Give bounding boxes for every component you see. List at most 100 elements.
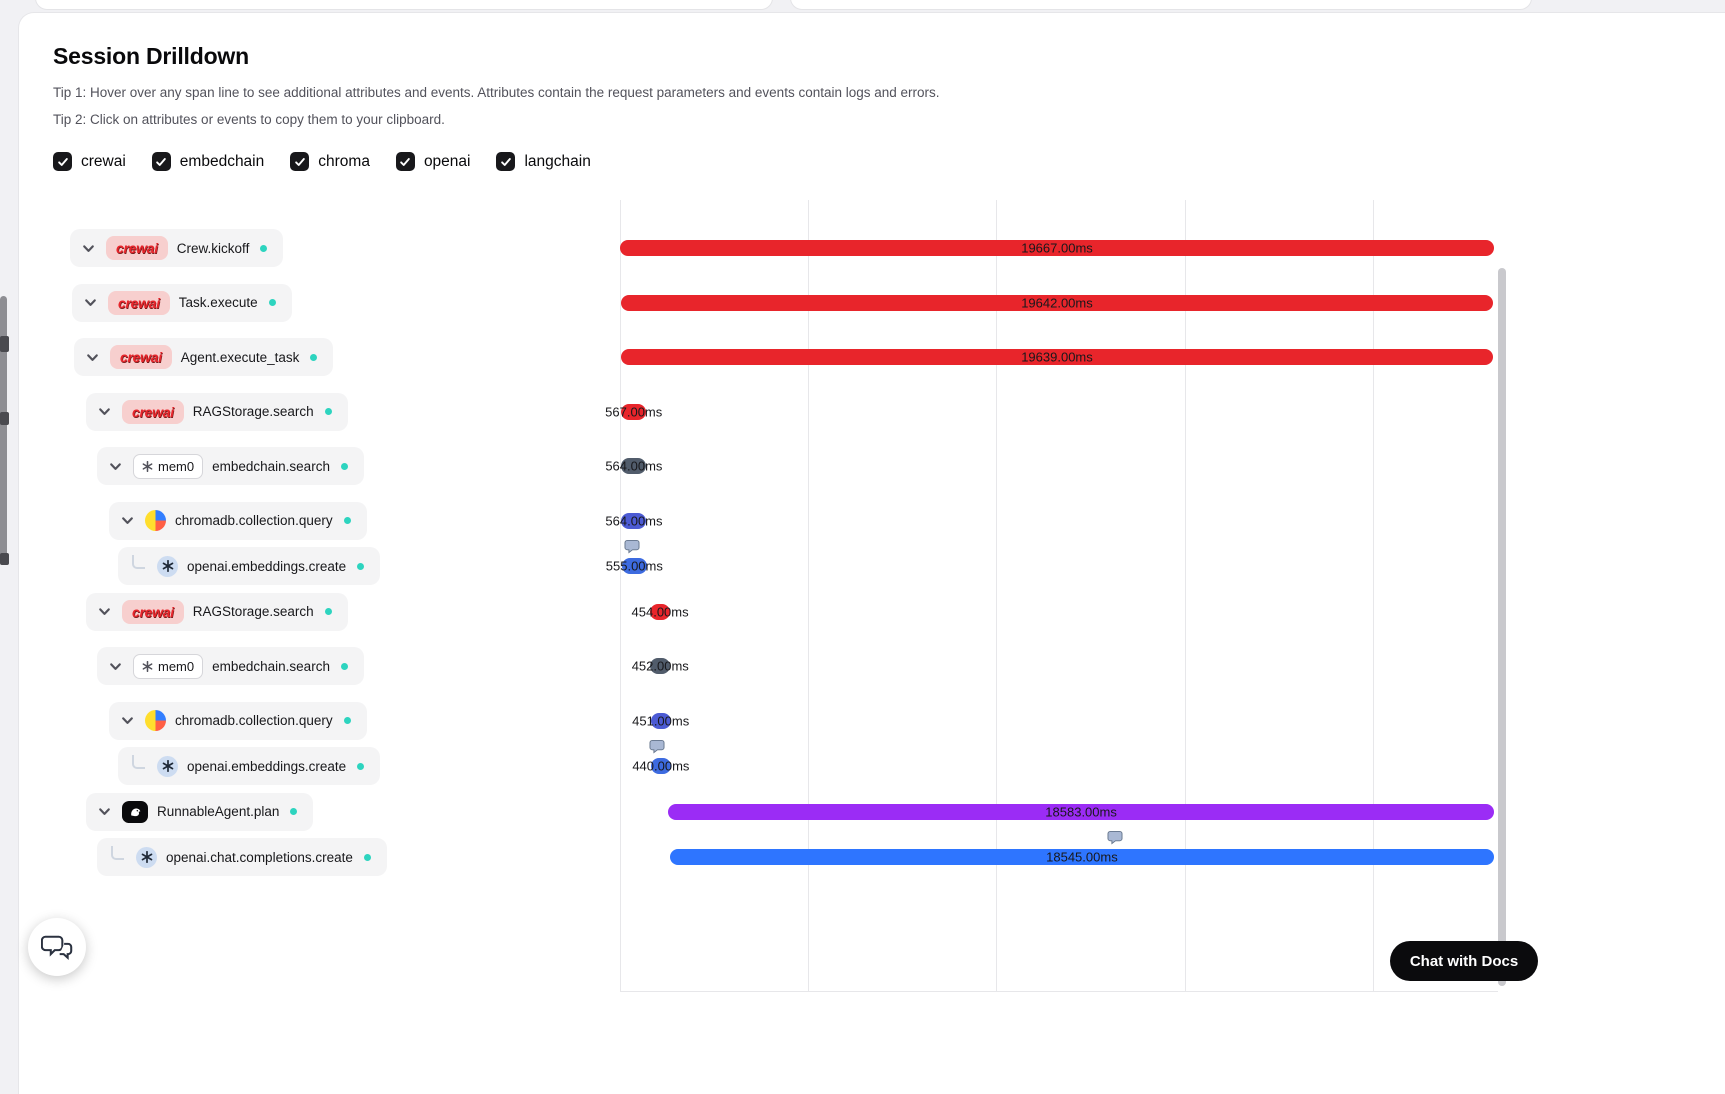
chat-bubbles-icon xyxy=(41,933,73,961)
checkbox-langchain-checked[interactable] xyxy=(496,152,516,171)
page-scrollbar[interactable] xyxy=(0,296,7,564)
filter-label: crewai xyxy=(81,152,126,170)
crewai-logo-badge: crewai xyxy=(110,345,172,369)
expand-chevron-icon[interactable] xyxy=(118,512,136,530)
checkbox-embedchain-checked[interactable] xyxy=(151,152,171,171)
span-label[interactable]: crewai Agent.execute_task xyxy=(74,338,334,376)
gridline xyxy=(996,200,997,991)
filter-label: langchain xyxy=(524,152,591,170)
span-name: embedchain.search xyxy=(212,658,330,674)
event-bubble-icon[interactable] xyxy=(649,739,665,754)
span-duration-bar[interactable]: 18545.00ms xyxy=(669,830,1494,865)
filter-label: openai xyxy=(423,152,471,170)
span-duration-bar[interactable]: 19639.00ms xyxy=(620,349,1494,365)
trace-row: openai.embeddings.create 555.00ms xyxy=(0,539,1725,586)
span-duration-bar[interactable]: 19667.00ms xyxy=(620,240,1494,256)
chat-launcher-button[interactable] xyxy=(28,918,86,976)
crewai-logo-text: crewai xyxy=(116,240,158,256)
crewai-logo-text: crewai xyxy=(120,349,162,365)
span-duration-label: 555.00ms xyxy=(605,558,663,574)
chat-with-docs-button[interactable]: Chat with Docs xyxy=(1390,941,1538,981)
chart-scrollbar[interactable] xyxy=(1498,268,1506,986)
filter-bar: crewai embedchain chroma openai langchain xyxy=(53,152,591,171)
mem0-badge: mem0 xyxy=(133,453,204,479)
filter-chroma[interactable]: chroma xyxy=(290,152,370,171)
span-duration-bar[interactable]: 452.00ms xyxy=(632,658,689,674)
left-edge-artifact xyxy=(0,412,9,425)
crewai-logo-badge: crewai xyxy=(108,290,170,315)
status-dot xyxy=(268,299,276,306)
filter-embedchain[interactable]: embedchain xyxy=(151,152,264,171)
span-label[interactable]: openai.embeddings.create xyxy=(118,747,381,785)
trace-row: chromadb.collection.query 564.00ms xyxy=(0,501,1725,541)
span-name: chromadb.collection.query xyxy=(175,713,333,728)
span-duration-label: 452.00ms xyxy=(631,658,689,674)
event-bubble-icon[interactable] xyxy=(1107,830,1123,845)
status-dot xyxy=(340,462,348,470)
mem0-badge: mem0 xyxy=(133,653,204,679)
expand-chevron-icon[interactable] xyxy=(79,239,97,257)
filter-crewai[interactable]: crewai xyxy=(53,152,126,171)
trace-row: mem0 embedchain.search 564.00ms xyxy=(0,446,1725,486)
span-label[interactable]: chromadb.collection.query xyxy=(109,701,367,740)
child-connector-icon xyxy=(132,555,145,569)
expand-chevron-icon[interactable] xyxy=(95,803,113,821)
span-duration-bar[interactable]: 555.00ms xyxy=(606,539,663,574)
event-bubble-icon[interactable] xyxy=(624,539,640,554)
status-dot xyxy=(324,608,332,615)
span-name: Agent.execute_task xyxy=(180,349,300,365)
span-name: embedchain.search xyxy=(212,458,330,474)
expand-chevron-icon[interactable] xyxy=(81,294,99,312)
expand-chevron-icon[interactable] xyxy=(106,657,124,675)
expand-chevron-icon[interactable] xyxy=(95,403,113,421)
span-label[interactable]: crewai RAGStorage.search xyxy=(86,592,348,631)
gridline xyxy=(1185,200,1186,991)
span-label[interactable]: openai.embeddings.create xyxy=(118,547,381,585)
span-duration-label: 567.00ms xyxy=(605,404,663,419)
expand-chevron-icon[interactable] xyxy=(83,348,101,366)
checkbox-openai-checked[interactable] xyxy=(395,152,415,171)
span-label[interactable]: openai.chat.completions.create xyxy=(97,838,387,876)
span-duration-bar[interactable]: 451.00ms xyxy=(632,712,689,729)
child-connector-icon xyxy=(111,846,124,860)
gridline xyxy=(620,200,621,991)
checkbox-chroma-checked[interactable] xyxy=(290,152,310,171)
span-duration-bar[interactable]: 454.00ms xyxy=(632,603,689,620)
trace-row: openai.chat.completions.create 18545.00ms xyxy=(0,830,1725,877)
expand-chevron-icon[interactable] xyxy=(95,603,113,621)
trace-row: crewai Agent.execute_task 19639.00ms xyxy=(0,337,1725,377)
filter-openai[interactable]: openai xyxy=(395,152,471,171)
trace-row: chromadb.collection.query 451.00ms xyxy=(0,701,1725,741)
filter-langchain[interactable]: langchain xyxy=(496,152,591,171)
span-label[interactable]: crewai RAGStorage.search xyxy=(86,392,348,431)
span-duration-label: 19639.00ms xyxy=(1021,349,1093,365)
span-duration-bar[interactable]: 18583.00ms xyxy=(668,803,1494,820)
span-label[interactable]: crewai Crew.kickoff xyxy=(70,229,284,267)
trace-row: mem0 embedchain.search 452.00ms xyxy=(0,646,1725,686)
top-panel-right xyxy=(790,0,1532,10)
span-duration-bar[interactable]: 564.00ms xyxy=(605,512,663,529)
span-label[interactable]: RunnableAgent.plan xyxy=(86,792,314,831)
expand-chevron-icon[interactable] xyxy=(106,457,124,475)
trace-row: openai.embeddings.create 440.00ms xyxy=(0,739,1725,786)
span-label[interactable]: mem0 embedchain.search xyxy=(97,447,364,485)
checkbox-crewai-checked[interactable] xyxy=(53,152,72,171)
span-label[interactable]: chromadb.collection.query xyxy=(109,501,367,540)
trace-row: crewai RAGStorage.search 454.00ms xyxy=(0,592,1725,632)
span-label[interactable]: crewai Task.execute xyxy=(72,283,292,322)
expand-chevron-icon[interactable] xyxy=(118,712,136,730)
chroma-icon xyxy=(145,710,166,731)
span-duration-bar[interactable]: 567.00ms xyxy=(605,403,662,420)
gridline xyxy=(808,200,809,991)
span-duration-bar[interactable]: 19642.00ms xyxy=(620,294,1494,311)
openai-icon xyxy=(157,555,178,577)
span-label[interactable]: mem0 embedchain.search xyxy=(97,647,364,685)
span-duration-label: 451.00ms xyxy=(632,713,690,728)
mem0-icon xyxy=(142,460,153,472)
gridline xyxy=(1373,200,1374,991)
span-duration-bar[interactable]: 440.00ms xyxy=(632,739,689,774)
span-duration-label: 564.00ms xyxy=(605,513,663,528)
child-connector-icon xyxy=(132,755,145,769)
span-duration-bar[interactable]: 564.00ms xyxy=(605,458,662,474)
